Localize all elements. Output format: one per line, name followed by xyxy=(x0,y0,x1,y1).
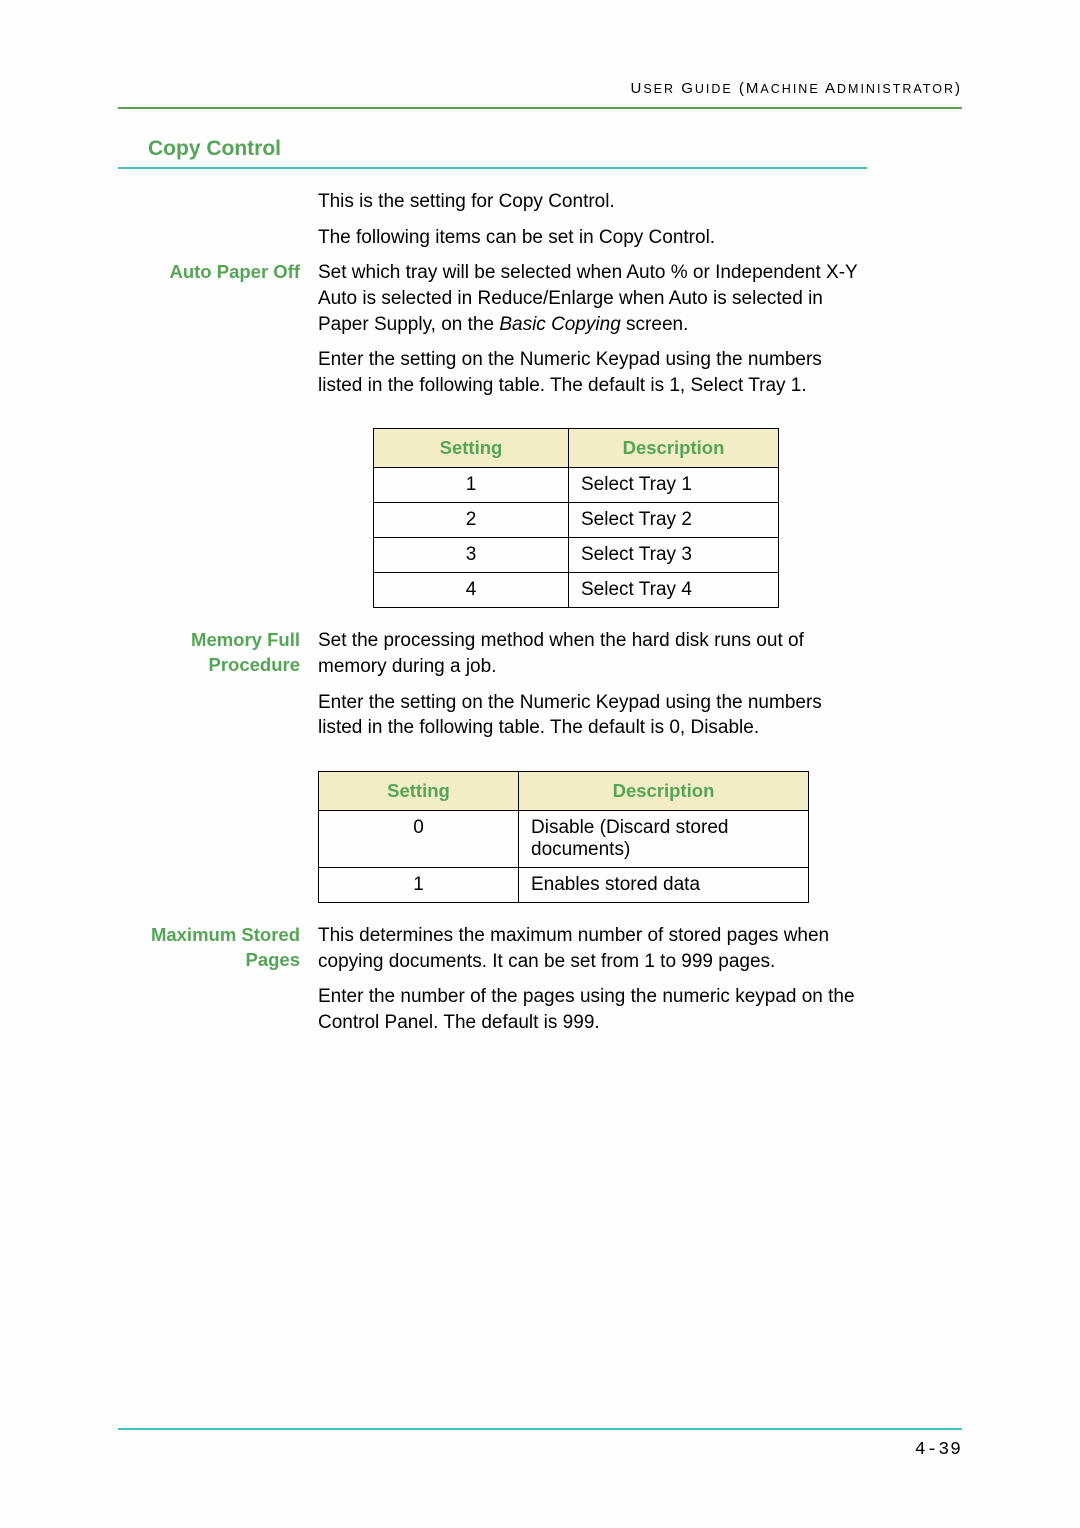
max-stored-label: Maximum Stored Pages xyxy=(151,924,300,970)
auto-paper-off-table: Setting Description 1 Select Tray 1 2 Se… xyxy=(373,428,779,608)
auto-paper-off-p1-italic: Basic Copying xyxy=(499,314,620,335)
content: This is the setting for Copy Control. Th… xyxy=(118,189,962,1046)
page: USER GUIDE (MACHINE ADMINISTRATOR) Copy … xyxy=(0,0,1080,1528)
header-text: USER GUIDE (MACHINE ADMINISTRATOR) xyxy=(630,80,962,97)
memory-full-text: Set the processing method when the hard … xyxy=(318,628,962,923)
cell-description: Enables stored data xyxy=(519,868,809,903)
cell-setting: 3 xyxy=(374,538,569,573)
header-rule xyxy=(118,107,962,109)
auto-paper-off-text: Set which tray will be selected when Aut… xyxy=(318,260,962,628)
page-header: USER GUIDE (MACHINE ADMINISTRATOR) xyxy=(118,80,962,97)
cell-setting: 1 xyxy=(374,468,569,503)
memory-full-table: Setting Description 0 Disable (Discard s… xyxy=(318,771,809,903)
table-row: 3 Select Tray 3 xyxy=(374,538,779,573)
table-header-row: Setting Description xyxy=(319,772,809,811)
cell-description: Select Tray 3 xyxy=(569,538,779,573)
cell-setting: 1 xyxy=(319,868,519,903)
cell-setting: 4 xyxy=(374,573,569,608)
table-row: 1 Select Tray 1 xyxy=(374,468,779,503)
cell-setting: 0 xyxy=(319,811,519,868)
memory-full-label: Memory Full Procedure xyxy=(191,629,300,675)
intro-p1: This is the setting for Copy Control. xyxy=(318,189,862,215)
table-header-description: Description xyxy=(519,772,809,811)
auto-paper-off-label-col: Auto Paper Off xyxy=(118,260,318,628)
max-stored-label-col: Maximum Stored Pages xyxy=(98,923,318,1046)
memory-full-label-col: Memory Full Procedure xyxy=(98,628,318,923)
auto-paper-off-row: Auto Paper Off Set which tray will be se… xyxy=(118,260,962,628)
intro-text: This is the setting for Copy Control. Th… xyxy=(318,189,962,260)
cell-description: Select Tray 1 xyxy=(569,468,779,503)
cell-setting: 2 xyxy=(374,503,569,538)
auto-paper-off-p1: Set which tray will be selected when Aut… xyxy=(318,260,862,337)
table-header-description: Description xyxy=(569,429,779,468)
intro-row: This is the setting for Copy Control. Th… xyxy=(118,189,962,260)
max-stored-text: This determines the maximum number of st… xyxy=(318,923,962,1046)
auto-paper-off-p1b: screen. xyxy=(621,314,689,335)
footer-rule xyxy=(118,1428,962,1430)
auto-paper-off-label: Auto Paper Off xyxy=(169,261,300,282)
cell-description: Disable (Discard stored documents) xyxy=(519,811,809,868)
cell-description: Select Tray 2 xyxy=(569,503,779,538)
intro-empty-label xyxy=(118,189,318,260)
auto-paper-off-p2: Enter the setting on the Numeric Keypad … xyxy=(318,347,862,398)
cell-description: Select Tray 4 xyxy=(569,573,779,608)
memory-full-p1: Set the processing method when the hard … xyxy=(318,628,862,679)
table-row: 0 Disable (Discard stored documents) xyxy=(319,811,809,868)
table-header-setting: Setting xyxy=(374,429,569,468)
max-stored-row: Maximum Stored Pages This determines the… xyxy=(98,923,962,1046)
table-header-setting: Setting xyxy=(319,772,519,811)
memory-full-row: Memory Full Procedure Set the processing… xyxy=(98,628,962,923)
memory-full-p2: Enter the setting on the Numeric Keypad … xyxy=(318,690,862,741)
table-header-row: Setting Description xyxy=(374,429,779,468)
table-row: 1 Enables stored data xyxy=(319,868,809,903)
section-title: Copy Control xyxy=(118,137,867,169)
table-row: 2 Select Tray 2 xyxy=(374,503,779,538)
page-number: 4-39 xyxy=(915,1440,962,1460)
intro-p2: The following items can be set in Copy C… xyxy=(318,225,862,251)
max-stored-p1: This determines the maximum number of st… xyxy=(318,923,862,974)
table-row: 4 Select Tray 4 xyxy=(374,573,779,608)
max-stored-p2: Enter the number of the pages using the … xyxy=(318,984,862,1035)
